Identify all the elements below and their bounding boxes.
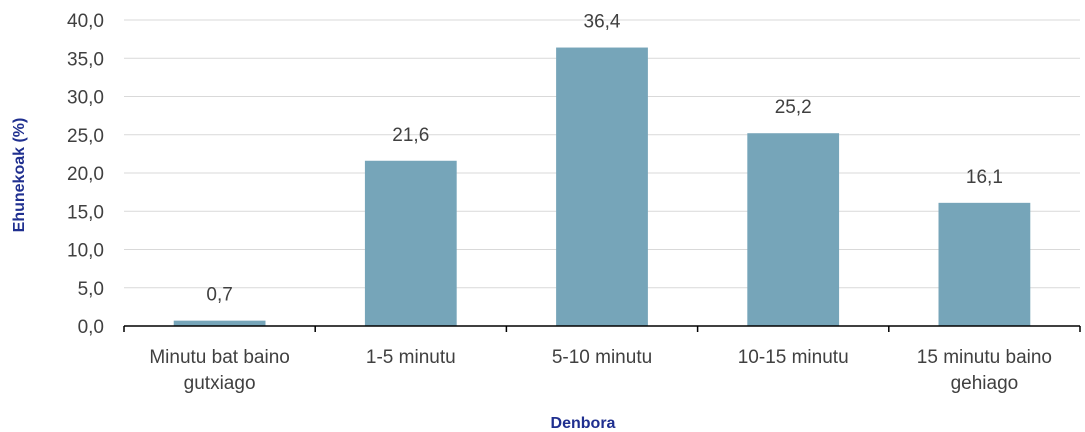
y-tick-label: 20,0 bbox=[67, 164, 104, 185]
y-axis-title: Ehunekoak (%) bbox=[11, 118, 28, 233]
y-tick-label: 35,0 bbox=[67, 49, 104, 70]
data-labels: 0,7 21,6 36,4 25,2 16,1 bbox=[206, 12, 1003, 306]
y-tick-label: 40,0 bbox=[67, 11, 104, 32]
data-label: 0,7 bbox=[206, 285, 232, 306]
y-tick-label: 30,0 bbox=[67, 88, 104, 109]
y-tick-label: 5,0 bbox=[78, 279, 104, 300]
bar bbox=[556, 47, 648, 326]
y-tick-label: 25,0 bbox=[67, 126, 104, 147]
bar bbox=[938, 202, 1031, 326]
x-category-label: gehiago bbox=[951, 373, 1019, 394]
x-category-label: 10-15 minutu bbox=[738, 347, 849, 368]
x-category-label: 5-10 minutu bbox=[552, 347, 652, 368]
bar bbox=[173, 320, 266, 326]
x-category-label: 15 minutu baino bbox=[917, 347, 1052, 368]
y-tick-label: 15,0 bbox=[67, 202, 104, 223]
bar bbox=[364, 160, 457, 326]
x-axis: Minutu bat baino gutxiago 1-5 minutu 5-10 m… bbox=[123, 325, 1081, 394]
bars bbox=[173, 47, 1031, 326]
y-axis: 0,0 5,0 10,0 15,0 20,0 25,0 30,0 35,0 40,0 bbox=[67, 11, 104, 338]
bar bbox=[747, 133, 840, 326]
y-tick-label: 0,0 bbox=[78, 317, 104, 338]
data-label: 36,4 bbox=[584, 12, 621, 33]
x-category-label: Minutu bat baino bbox=[149, 347, 290, 368]
x-category-label: 1-5 minutu bbox=[366, 347, 456, 368]
data-label: 21,6 bbox=[392, 125, 429, 146]
data-label: 25,2 bbox=[775, 97, 812, 118]
data-label: 16,1 bbox=[966, 167, 1003, 188]
y-tick-label: 10,0 bbox=[67, 241, 104, 262]
x-category-label: gutxiago bbox=[184, 373, 256, 394]
x-axis-title: Denbora bbox=[551, 415, 616, 432]
